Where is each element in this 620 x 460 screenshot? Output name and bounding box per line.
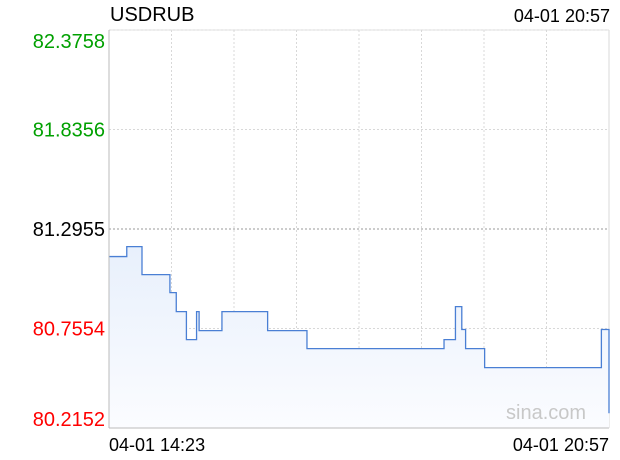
last-update-time: 04-01 20:57 [513, 6, 610, 26]
symbol-title: USDRUB [110, 4, 195, 26]
x-tick-label: 04-01 14:23 [109, 435, 205, 455]
y-tick-label: 81.2955 [33, 219, 105, 241]
y-tick-label: 81.8356 [33, 120, 105, 142]
y-tick-label: 80.2152 [33, 409, 105, 431]
y-tick-label: 82.3758 [33, 31, 105, 53]
price-area [109, 246, 609, 428]
x-tick-label: 04-01 20:57 [513, 435, 609, 455]
price-line [109, 245, 610, 414]
sina-watermark: sina.com [506, 402, 586, 424]
y-tick-label: 80.7554 [33, 318, 105, 340]
